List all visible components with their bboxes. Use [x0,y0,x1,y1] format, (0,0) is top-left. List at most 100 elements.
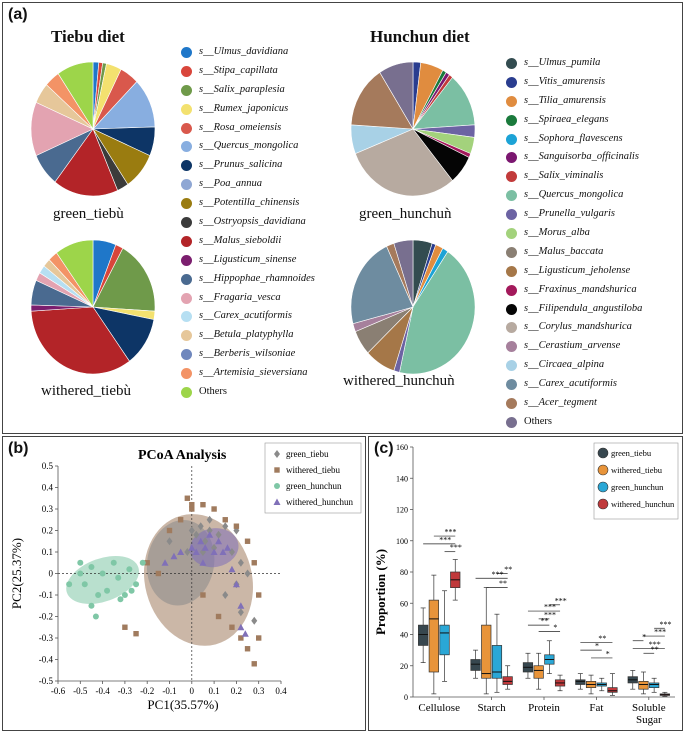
hunchun-legend-item: s__Vitis_amurensis [506,73,642,92]
y-tick-label: 0.5 [42,461,54,471]
legend-label: s__Fraxinus_mandshurica [524,283,637,295]
point-withered_tiebu [251,560,257,566]
x-tick-label: -0.3 [118,686,133,696]
legend-label: s__Ulmus_pumila [524,57,601,68]
y-tick-label: 40 [400,631,408,640]
point-withered_hunchun [206,531,214,538]
significance-label: *** [555,596,567,605]
legend-label: s__Quercus_mongolica [199,140,299,152]
significance-label: * [553,623,557,632]
point-withered_tiebu [256,635,262,641]
box-green_hunchun [649,677,660,693]
box-withered_hunchun [659,691,670,697]
box-green_hunchun [544,640,555,674]
tiebu-legend-item: s__Ulmus_davidiana [181,43,315,62]
tiebu-diet-title: Tiebu diet [51,27,125,46]
legend-label: s__Ligusticum_sinense [199,253,297,265]
legend-swatch [506,416,517,428]
y-tick-label: -0.2 [39,612,53,622]
pie-slice [399,251,476,375]
point-withered_hunchun [228,565,236,573]
tiebu-legend-item: s__Prunus_salicina [181,156,315,175]
pie-slice [412,76,476,130]
y-tick-label: 0 [404,693,408,702]
legend-label: s__Potentilla_chinensis [199,197,300,209]
hunchun-legend-item: s__Ulmus_pumila [506,54,642,73]
point-green_tiebu [244,569,251,578]
point-withered_hunchun [232,580,240,588]
legend-label: s__Rumex_japonicus [199,102,289,114]
significance-label: *** [649,640,661,649]
legend-label: s__Ulmus_davidiana [199,46,289,57]
legend-marker [274,483,280,489]
y-tick-label: -0.5 [39,676,54,686]
legend-label: s__Malus_baccata [524,245,604,257]
hunchun-legend-item: s__Quercus_mongolica [506,186,642,205]
hunchun-legend-item: s__Fraxinus_mandshurica [506,281,642,300]
point-withered_hunchun [223,544,231,551]
y-tick-label: 60 [400,599,408,608]
legend-swatch [597,481,609,493]
y-tick-label: 0.4 [42,483,54,493]
pie-slice [393,239,414,308]
legend-swatch [597,447,609,459]
caption-green-tiebu: green_tiebù [53,206,124,222]
point-withered_tiebu [166,527,173,534]
x-tick-label: -0.6 [51,686,66,696]
legend-label: s__Poa_annua [199,178,262,190]
category-label: Sugar [636,714,662,726]
point-green_hunchun [99,570,106,577]
pie-withered-hunchun [350,239,476,375]
legend-swatch [181,311,192,323]
y-tick-label: 20 [400,662,408,671]
tiebu-legend-item: s__Rosa_omeiensis [181,119,315,138]
box-green_hunchun [439,590,450,682]
point-withered_tiebu [189,506,195,512]
box-withered_tiebu [585,674,597,695]
legend-swatch [506,114,517,126]
pcoa-legend: green_tiebu withered_tiebu green_hunchunwi… [264,442,362,514]
y-tick-label: 120 [396,506,408,515]
legend-swatch [181,160,192,172]
point-withered_tiebu [233,523,240,529]
point-green_hunchun [88,564,95,571]
legend-swatch [181,179,192,191]
tiebu-legend-item: s__Berberis_wilsoniae [181,345,315,364]
pie-slice [30,101,94,157]
point-green_hunchun [115,574,122,581]
legend-label: s__Carex_acutiformis [199,310,292,322]
legend-swatch [181,141,192,153]
category-label: Soluble [632,702,666,714]
legend-swatch [181,273,192,285]
legend-label: s__Hippophae_rhamnoides [199,272,315,284]
hunchun-legend-item: s__Prunella_vulgaris [506,205,642,224]
box-green_tiebu [470,649,481,679]
significance-label: *** [492,570,504,579]
point-withered_tiebu [229,624,235,630]
hunchun-legend-item: s__Ligusticum_jeholense [506,262,642,281]
y-tick-label: 80 [400,568,408,577]
point-withered_tiebu [238,635,244,641]
legend-label: withered_hunchun [611,499,675,509]
box-green_tiebu [627,670,638,690]
legend-label: s__Berberis_wilsoniae [199,348,296,360]
legend-label: s__Filipendula_angustiloba [524,302,643,314]
legend-label: s__Betula_platyphylla [199,329,294,341]
point-withered_tiebu [189,502,195,508]
legend-swatch [506,133,517,145]
hunchun-legend-item: s__Sophora_flavescens [506,130,642,149]
boxplot: 0 20 40 60 80 100 120 140 160 Proportion (%) Cellu… [373,442,679,726]
point-green_hunchun [77,570,84,577]
point-green_tiebu [251,616,258,625]
point-green_tiebu [222,522,229,531]
legend-label: s__Spiraea_elegans [524,113,609,125]
legend-label: s__Stipa_capillata [199,64,278,76]
point-withered_tiebu [200,592,206,598]
x-tick-label: 0.4 [275,686,287,696]
point-withered_tiebu [222,517,228,523]
point-withered_hunchun [237,602,245,609]
point-green_hunchun [66,581,73,588]
legend-swatch [506,76,517,88]
point-withered_tiebu [177,517,184,523]
hunchun-legend-item: Others [506,413,642,432]
